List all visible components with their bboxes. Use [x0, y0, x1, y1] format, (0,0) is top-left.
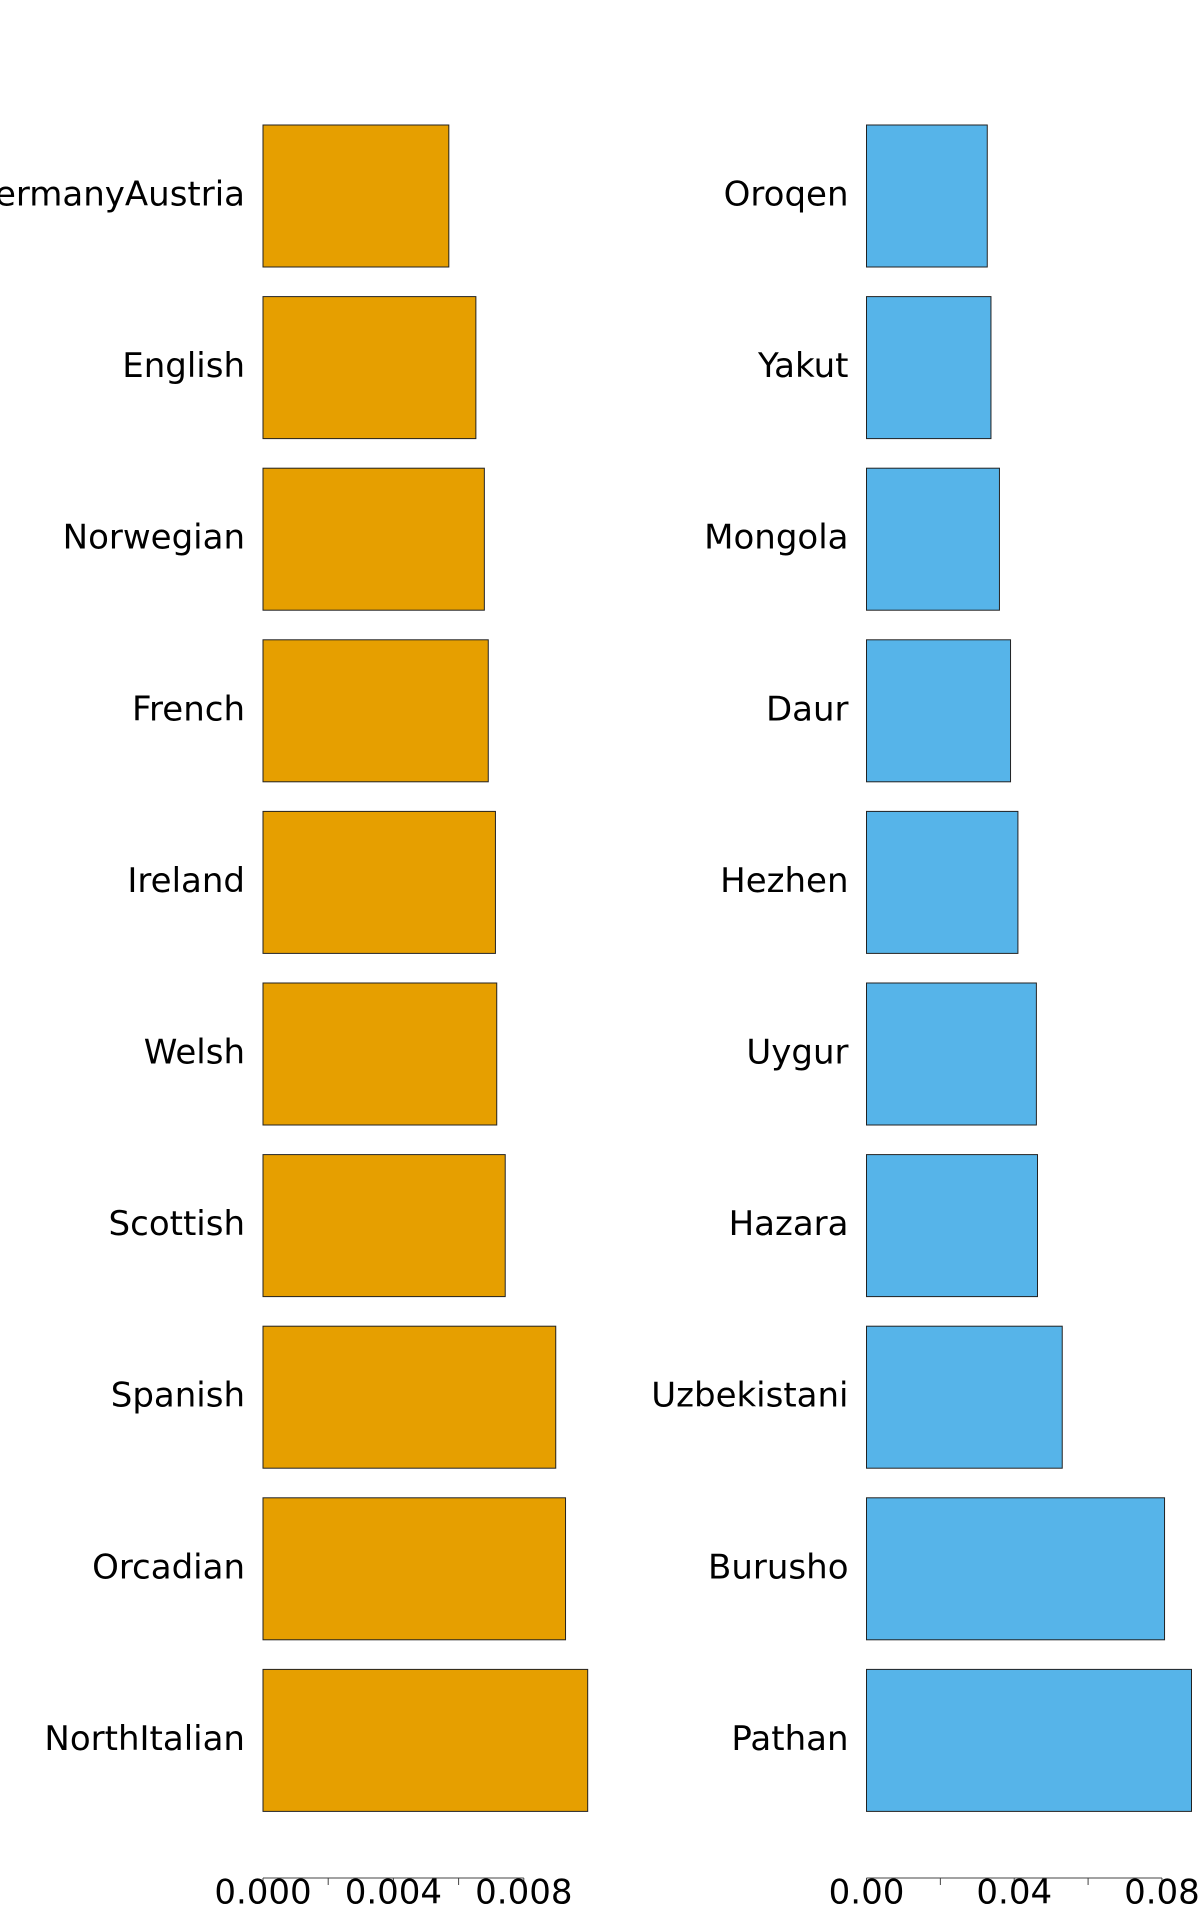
y-tick-label: French	[132, 689, 245, 729]
y-tick-label: NorthItalian	[44, 1719, 245, 1759]
y-tick-label: Scottish	[109, 1204, 245, 1244]
bar	[262, 296, 477, 440]
y-tick-label: Uzbekistani	[651, 1376, 848, 1416]
y-tick-label: Hezhen	[720, 861, 848, 901]
bar	[866, 639, 1012, 783]
bar	[262, 467, 485, 611]
y-tick-label: Orcadian	[92, 1547, 245, 1587]
x-tick-label: 0.008	[475, 1873, 572, 1913]
x-tick-label: 0.04	[976, 1873, 1052, 1913]
bar	[262, 1325, 557, 1469]
x-tick-label: 0.08	[1124, 1873, 1200, 1913]
y-tick-label: Hazara	[729, 1204, 849, 1244]
bar	[262, 982, 498, 1126]
y-tick-label: Ireland	[127, 861, 245, 901]
y-tick-label: Welsh	[144, 1033, 245, 1073]
y-tick-label: Burusho	[708, 1547, 848, 1587]
y-tick-label: Mongola	[704, 518, 848, 558]
bar	[262, 124, 450, 268]
bar	[866, 1154, 1038, 1298]
x-tick-label: 0.00	[829, 1873, 905, 1913]
y-tick-label: Uygur	[746, 1033, 848, 1073]
bar	[262, 639, 489, 783]
y-tick-label: English	[122, 346, 245, 386]
bar	[866, 124, 988, 268]
bar	[866, 810, 1019, 954]
bar	[866, 982, 1037, 1126]
y-tick-label: Pathan	[731, 1719, 848, 1759]
bar	[866, 296, 992, 440]
bar	[866, 1325, 1063, 1469]
bar	[262, 1668, 589, 1812]
x-tick-label: 0.000	[214, 1873, 311, 1913]
bar	[866, 1497, 1166, 1641]
bar	[262, 810, 496, 954]
y-tick-label: GermanyAustria	[0, 175, 245, 215]
x-tick-label: 0.004	[345, 1873, 442, 1913]
bar	[866, 467, 1000, 611]
bar	[262, 1154, 506, 1298]
y-tick-label: Oroqen	[724, 175, 849, 215]
y-tick-label: Spanish	[111, 1376, 245, 1416]
y-tick-label: Norwegian	[63, 518, 245, 558]
y-tick-label: Yakut	[757, 346, 848, 386]
bar	[262, 1497, 567, 1641]
y-tick-label: Daur	[766, 689, 849, 729]
bar	[866, 1668, 1192, 1812]
